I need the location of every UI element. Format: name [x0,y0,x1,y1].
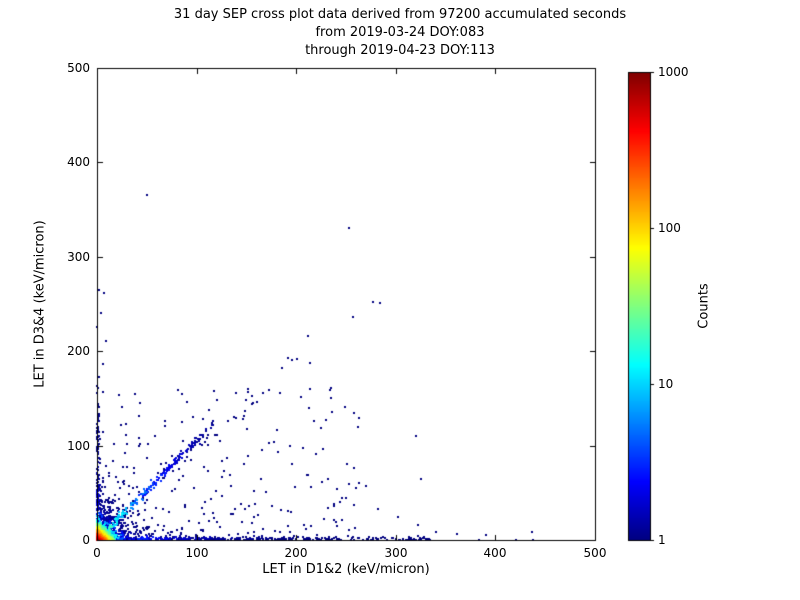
y-tick-label: 0 [82,533,90,547]
y-tick-label: 200 [67,344,90,358]
y-tick-label: 100 [67,439,90,453]
y-tick-label: 300 [67,250,90,264]
y-tick-label: 400 [67,155,90,169]
colorbar-tick-label: 10 [658,377,674,391]
x-tick-label: 0 [93,546,101,560]
x-tick-label: 200 [284,546,308,560]
x-tick-label: 500 [583,546,607,560]
colorbar-label: Counts [696,283,712,329]
x-tick-label: 100 [185,546,209,560]
colorbar-tick-label: 100 [658,221,681,235]
colorbar-tick-label: 1 [658,533,666,547]
x-tick-label: 400 [483,546,507,560]
colorbar-tick-label: 1000 [658,65,689,79]
y-axis-label: LET in D3&4 (keV/micron) [32,220,48,388]
y-tick-label: 500 [67,61,90,75]
x-tick-label: 300 [384,546,408,560]
x-axis-label: LET in D1&2 (keV/micron) [262,562,430,577]
